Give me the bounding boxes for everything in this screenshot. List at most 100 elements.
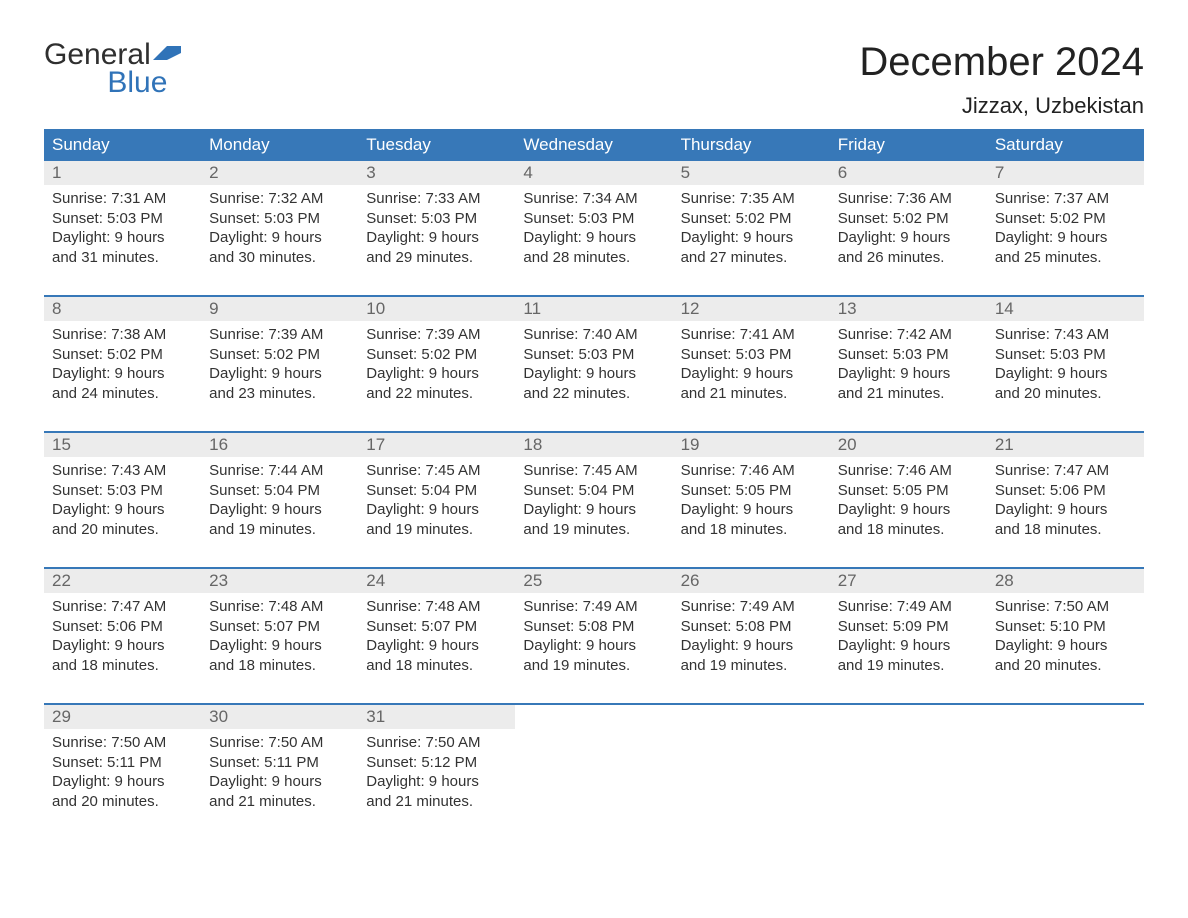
daylight-line-2: and 18 minutes. (52, 656, 193, 676)
daylight-line-1: Daylight: 9 hours (52, 364, 193, 384)
day-body: Sunrise: 7:34 AMSunset: 5:03 PMDaylight:… (515, 185, 672, 267)
sunrise-line: Sunrise: 7:50 AM (366, 733, 507, 753)
day-cell: 8Sunrise: 7:38 AMSunset: 5:02 PMDaylight… (44, 297, 201, 421)
sunrise-line: Sunrise: 7:44 AM (209, 461, 350, 481)
day-number: 27 (830, 569, 987, 593)
sunrise-line: Sunrise: 7:46 AM (838, 461, 979, 481)
sunrise-line: Sunrise: 7:45 AM (523, 461, 664, 481)
day-number: 11 (515, 297, 672, 321)
sunrise-line: Sunrise: 7:49 AM (838, 597, 979, 617)
daylight-line-2: and 18 minutes. (681, 520, 822, 540)
sunrise-line: Sunrise: 7:39 AM (366, 325, 507, 345)
day-body: Sunrise: 7:42 AMSunset: 5:03 PMDaylight:… (830, 321, 987, 403)
day-number: 25 (515, 569, 672, 593)
day-body: Sunrise: 7:36 AMSunset: 5:02 PMDaylight:… (830, 185, 987, 267)
daylight-line-1: Daylight: 9 hours (681, 364, 822, 384)
day-cell: 18Sunrise: 7:45 AMSunset: 5:04 PMDayligh… (515, 433, 672, 557)
day-number: 17 (358, 433, 515, 457)
day-body: Sunrise: 7:48 AMSunset: 5:07 PMDaylight:… (201, 593, 358, 675)
sunset-line: Sunset: 5:06 PM (995, 481, 1136, 501)
daylight-line-2: and 19 minutes. (523, 656, 664, 676)
daylight-line-2: and 18 minutes. (366, 656, 507, 676)
day-cell: 29Sunrise: 7:50 AMSunset: 5:11 PMDayligh… (44, 705, 201, 829)
day-cell: 23Sunrise: 7:48 AMSunset: 5:07 PMDayligh… (201, 569, 358, 693)
day-cell: 17Sunrise: 7:45 AMSunset: 5:04 PMDayligh… (358, 433, 515, 557)
day-body: Sunrise: 7:47 AMSunset: 5:06 PMDaylight:… (987, 457, 1144, 539)
dow-sunday: Sunday (44, 129, 201, 161)
day-body: Sunrise: 7:49 AMSunset: 5:08 PMDaylight:… (673, 593, 830, 675)
day-body: Sunrise: 7:50 AMSunset: 5:12 PMDaylight:… (358, 729, 515, 811)
daylight-line-2: and 19 minutes. (523, 520, 664, 540)
sunset-line: Sunset: 5:02 PM (995, 209, 1136, 229)
daylight-line-2: and 20 minutes. (52, 792, 193, 812)
sunset-line: Sunset: 5:07 PM (209, 617, 350, 637)
day-cell: 16Sunrise: 7:44 AMSunset: 5:04 PMDayligh… (201, 433, 358, 557)
logo: General Blue (44, 40, 181, 100)
daylight-line-1: Daylight: 9 hours (366, 228, 507, 248)
dow-monday: Monday (201, 129, 358, 161)
daylight-line-2: and 19 minutes. (366, 520, 507, 540)
day-body: Sunrise: 7:39 AMSunset: 5:02 PMDaylight:… (201, 321, 358, 403)
sunrise-line: Sunrise: 7:47 AM (995, 461, 1136, 481)
day-cell (830, 705, 987, 829)
logo-text-blue: Blue (107, 66, 167, 100)
daylight-line-2: and 19 minutes. (209, 520, 350, 540)
day-number: 31 (358, 705, 515, 729)
day-number: 15 (44, 433, 201, 457)
daylight-line-2: and 19 minutes. (838, 656, 979, 676)
day-body: Sunrise: 7:49 AMSunset: 5:09 PMDaylight:… (830, 593, 987, 675)
sunrise-line: Sunrise: 7:41 AM (681, 325, 822, 345)
day-body: Sunrise: 7:45 AMSunset: 5:04 PMDaylight:… (515, 457, 672, 539)
sunset-line: Sunset: 5:03 PM (52, 209, 193, 229)
day-cell: 4Sunrise: 7:34 AMSunset: 5:03 PMDaylight… (515, 161, 672, 285)
daylight-line-2: and 18 minutes. (838, 520, 979, 540)
sunset-line: Sunset: 5:03 PM (523, 209, 664, 229)
day-body: Sunrise: 7:35 AMSunset: 5:02 PMDaylight:… (673, 185, 830, 267)
day-body: Sunrise: 7:47 AMSunset: 5:06 PMDaylight:… (44, 593, 201, 675)
month-title: December 2024 (859, 40, 1144, 85)
day-cell: 19Sunrise: 7:46 AMSunset: 5:05 PMDayligh… (673, 433, 830, 557)
daylight-line-2: and 19 minutes. (681, 656, 822, 676)
sunrise-line: Sunrise: 7:50 AM (995, 597, 1136, 617)
daylight-line-1: Daylight: 9 hours (52, 772, 193, 792)
day-cell: 14Sunrise: 7:43 AMSunset: 5:03 PMDayligh… (987, 297, 1144, 421)
daylight-line-1: Daylight: 9 hours (209, 636, 350, 656)
dow-thursday: Thursday (673, 129, 830, 161)
day-cell: 10Sunrise: 7:39 AMSunset: 5:02 PMDayligh… (358, 297, 515, 421)
daylight-line-1: Daylight: 9 hours (523, 364, 664, 384)
sunset-line: Sunset: 5:08 PM (523, 617, 664, 637)
day-number: 12 (673, 297, 830, 321)
day-body: Sunrise: 7:37 AMSunset: 5:02 PMDaylight:… (987, 185, 1144, 267)
day-body: Sunrise: 7:45 AMSunset: 5:04 PMDaylight:… (358, 457, 515, 539)
day-cell: 12Sunrise: 7:41 AMSunset: 5:03 PMDayligh… (673, 297, 830, 421)
daylight-line-1: Daylight: 9 hours (366, 772, 507, 792)
sunrise-line: Sunrise: 7:50 AM (52, 733, 193, 753)
day-cell: 22Sunrise: 7:47 AMSunset: 5:06 PMDayligh… (44, 569, 201, 693)
dow-wednesday: Wednesday (515, 129, 672, 161)
day-body: Sunrise: 7:46 AMSunset: 5:05 PMDaylight:… (673, 457, 830, 539)
sunset-line: Sunset: 5:02 PM (52, 345, 193, 365)
sunrise-line: Sunrise: 7:49 AM (681, 597, 822, 617)
sunset-line: Sunset: 5:11 PM (209, 753, 350, 773)
day-number: 2 (201, 161, 358, 185)
day-cell: 20Sunrise: 7:46 AMSunset: 5:05 PMDayligh… (830, 433, 987, 557)
daylight-line-2: and 28 minutes. (523, 248, 664, 268)
sunset-line: Sunset: 5:02 PM (209, 345, 350, 365)
day-number: 16 (201, 433, 358, 457)
daylight-line-2: and 27 minutes. (681, 248, 822, 268)
day-number: 4 (515, 161, 672, 185)
day-body: Sunrise: 7:50 AMSunset: 5:11 PMDaylight:… (201, 729, 358, 811)
sunrise-line: Sunrise: 7:43 AM (52, 461, 193, 481)
daylight-line-1: Daylight: 9 hours (366, 364, 507, 384)
day-cell (515, 705, 672, 829)
day-cell: 11Sunrise: 7:40 AMSunset: 5:03 PMDayligh… (515, 297, 672, 421)
day-body: Sunrise: 7:39 AMSunset: 5:02 PMDaylight:… (358, 321, 515, 403)
daylight-line-2: and 29 minutes. (366, 248, 507, 268)
day-cell: 26Sunrise: 7:49 AMSunset: 5:08 PMDayligh… (673, 569, 830, 693)
day-number: 28 (987, 569, 1144, 593)
sunset-line: Sunset: 5:03 PM (838, 345, 979, 365)
sunset-line: Sunset: 5:05 PM (681, 481, 822, 501)
day-number: 9 (201, 297, 358, 321)
day-body: Sunrise: 7:31 AMSunset: 5:03 PMDaylight:… (44, 185, 201, 267)
daylight-line-2: and 20 minutes. (52, 520, 193, 540)
